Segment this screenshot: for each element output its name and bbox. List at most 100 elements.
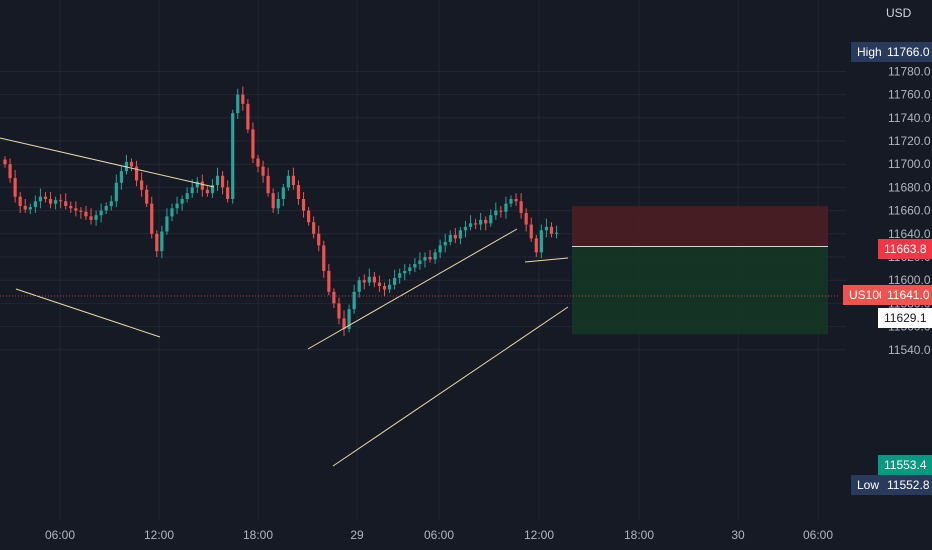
candle-body <box>119 171 123 183</box>
time-tick-label: 06:00 <box>45 528 75 542</box>
candle-body <box>114 182 118 202</box>
candle-body <box>74 208 78 211</box>
candle-body <box>195 181 199 188</box>
candle-body <box>382 286 387 290</box>
take-profit-price-tag: 11553.4 <box>878 455 932 475</box>
candle-body <box>418 260 422 264</box>
candle-body <box>48 199 53 204</box>
candle-body <box>544 226 549 231</box>
candle-body <box>554 232 559 234</box>
candle-body <box>28 207 32 210</box>
candle-body <box>170 208 174 217</box>
candle-body <box>296 185 301 199</box>
price-tick-label: 11600.0 <box>888 273 931 287</box>
candle-body <box>140 180 144 190</box>
candle-body <box>489 215 493 224</box>
price-tick-label: 11720.0 <box>888 134 931 148</box>
take-profit-zone <box>572 246 828 335</box>
candle-body <box>307 210 311 223</box>
stop-loss-zone <box>572 206 828 247</box>
candle-body <box>276 199 280 209</box>
time-tick-label: 12:00 <box>524 528 554 542</box>
candle-body <box>504 203 508 212</box>
candle-body <box>372 276 376 283</box>
trendline-upper-left <box>0 137 215 188</box>
candle-body <box>337 303 341 319</box>
candle-body <box>145 189 149 204</box>
candle-body <box>448 234 452 242</box>
candle-body <box>433 252 437 260</box>
candle-body <box>317 233 321 246</box>
candle-body <box>84 211 88 217</box>
candle-body <box>524 212 528 225</box>
entry-price-tag: 11629.1 <box>878 308 932 328</box>
candle-body <box>473 223 478 225</box>
candle-body <box>3 159 7 165</box>
time-tick-label: 12:00 <box>144 528 174 542</box>
candle-body <box>312 222 316 234</box>
candle-body <box>180 199 184 204</box>
candle-body <box>104 205 108 211</box>
price-tick-label: 11780.0 <box>888 64 931 78</box>
trendline-lower-left <box>15 288 161 338</box>
candle-body <box>150 203 154 234</box>
candle-body <box>362 280 366 283</box>
price-tick-label: 11740.0 <box>888 111 931 125</box>
symbol-tag: US100 <box>843 285 892 305</box>
channel-lower-line <box>332 306 569 467</box>
low-value-tag: 11552.8 <box>881 475 932 495</box>
candle-body <box>332 291 336 304</box>
candle-body <box>519 201 523 213</box>
time-tick-label: 18:00 <box>624 528 654 542</box>
candle-body <box>251 129 255 159</box>
candle-body <box>13 178 17 197</box>
candle-body <box>109 201 113 206</box>
candle-body <box>54 200 58 204</box>
candle-body <box>231 113 235 199</box>
candle-body <box>494 210 498 216</box>
candle-body <box>220 175 225 188</box>
candle-body <box>408 267 412 271</box>
channel-upper-line <box>307 228 518 350</box>
candle-body <box>190 187 194 194</box>
candle-body <box>509 199 513 204</box>
last-price-tag: 11641.0 <box>881 285 932 305</box>
candle-body <box>413 263 417 268</box>
candle-body <box>8 164 12 179</box>
candle-body <box>352 291 356 310</box>
candle-body <box>43 196 48 199</box>
candle-body <box>165 216 169 232</box>
candle-body <box>69 205 73 209</box>
candle-body <box>347 309 351 329</box>
high-value-tag: 11766.0 <box>881 42 932 62</box>
candle-body <box>79 210 83 212</box>
price-tick-label: 11760.0 <box>888 88 931 102</box>
time-tick-label: 06:00 <box>803 528 833 542</box>
candle-body <box>387 284 392 290</box>
candle-body <box>205 189 209 194</box>
high-label-tag: High <box>851 42 888 62</box>
candles <box>3 86 559 336</box>
candle-body <box>529 224 533 239</box>
candle-body <box>64 201 68 206</box>
price-tick-label: 11640.0 <box>888 227 931 241</box>
candle-body <box>266 175 270 194</box>
candle-body <box>539 230 543 253</box>
candle-body <box>271 193 275 209</box>
time-tick-label: 29 <box>350 528 364 542</box>
candle-body <box>160 231 164 252</box>
candle-body <box>458 230 462 239</box>
price-tick-label: 11660.0 <box>888 204 931 218</box>
candle-body <box>423 257 427 261</box>
candle-body <box>261 166 265 176</box>
candle-body <box>403 270 407 274</box>
candle-body <box>367 276 371 283</box>
candle-body <box>438 245 442 253</box>
channel-short-line <box>524 257 569 263</box>
candle-body <box>549 226 554 234</box>
time-axis[interactable]: 06:00 12:00 18:00 29 06:00 12:00 18:00 30 06:00 <box>45 528 833 542</box>
candle-body <box>322 245 326 271</box>
candle-body <box>175 203 179 209</box>
candle-body <box>33 201 37 208</box>
